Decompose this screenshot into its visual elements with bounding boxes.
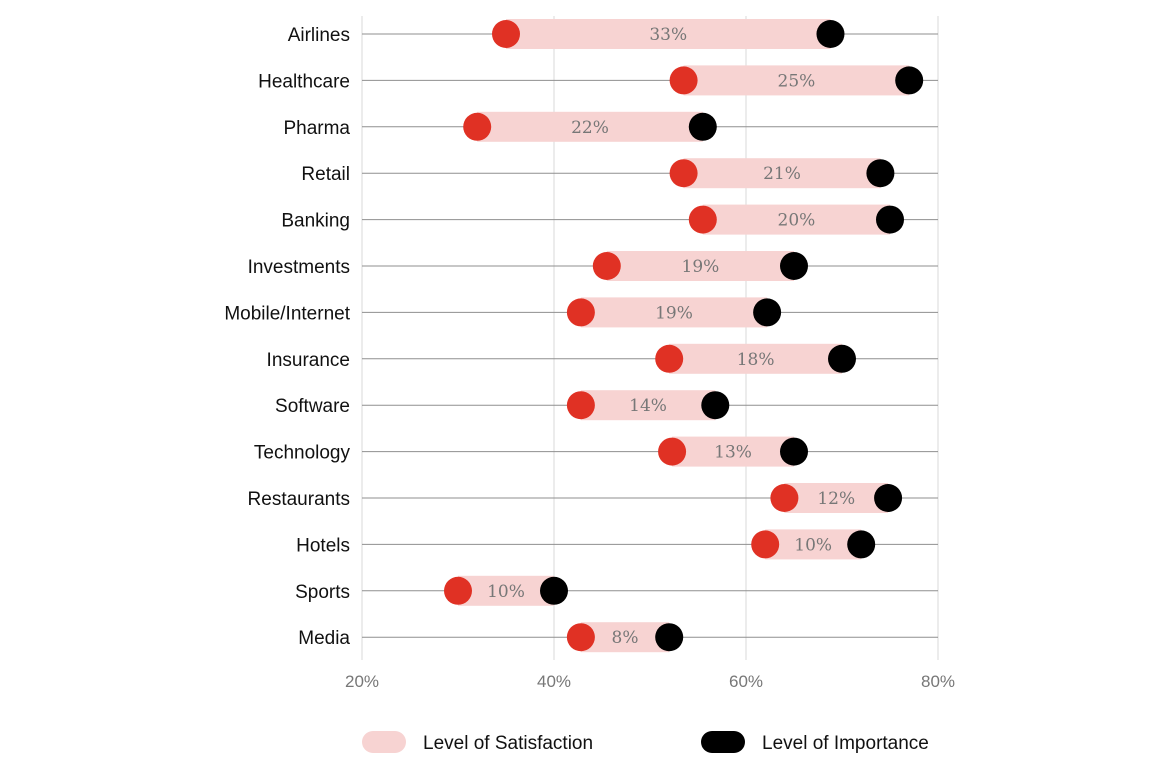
- gap-band: [477, 111, 703, 142]
- importance-dot: [540, 576, 568, 605]
- gap-label: 10%: [794, 535, 832, 555]
- importance-dot: [753, 298, 782, 327]
- gap-band: [702, 204, 890, 235]
- gap-band: [606, 251, 794, 281]
- importance-dot: [866, 159, 895, 188]
- category-label: Media: [298, 628, 350, 649]
- satisfaction-dot: [463, 112, 492, 141]
- x-tick-label: 80%: [921, 672, 955, 691]
- category-label: Investments: [248, 257, 350, 278]
- satisfaction-dot: [658, 437, 687, 466]
- category-label: Airlines: [288, 25, 350, 46]
- gap-band: [506, 19, 831, 49]
- gap-label: 19%: [655, 303, 693, 323]
- gap-band: [580, 622, 670, 653]
- satisfaction-dot: [751, 530, 780, 559]
- satisfaction-dot: [770, 484, 799, 512]
- category-label: Retail: [301, 164, 350, 185]
- legend-swatch: [701, 731, 745, 753]
- gap-label: 12%: [817, 489, 855, 509]
- gap-label: 20%: [778, 211, 816, 231]
- gap-band: [765, 529, 862, 560]
- gap-band: [580, 390, 716, 421]
- importance-dot: [688, 112, 717, 141]
- category-label: Healthcare: [258, 71, 350, 92]
- gap-band: [784, 483, 889, 513]
- category-label: Banking: [281, 211, 350, 232]
- category-label: Pharma: [283, 118, 350, 139]
- gap-label: 10%: [487, 582, 525, 602]
- legend-swatch: [362, 731, 406, 753]
- importance-dot: [874, 484, 903, 512]
- satisfaction-dot: [566, 298, 595, 327]
- satisfaction-dot: [444, 576, 472, 605]
- gap-label: 13%: [714, 443, 752, 463]
- legend: Level of Satisfaction Level of Importance: [362, 731, 929, 754]
- satisfaction-dot: [655, 344, 684, 373]
- satisfaction-dot: [688, 205, 717, 234]
- importance-dot: [655, 623, 684, 652]
- satisfaction-dot: [566, 623, 595, 652]
- legend-label: Level of Importance: [762, 733, 929, 754]
- gap-label: 33%: [649, 25, 687, 45]
- satisfaction-dot: [669, 66, 698, 95]
- category-label: Software: [275, 396, 350, 417]
- importance-dot: [828, 344, 856, 373]
- x-tick-label: 20%: [345, 672, 379, 691]
- category-label: Hotels: [296, 535, 350, 556]
- importance-dot: [816, 20, 845, 48]
- importance-dot: [701, 391, 730, 420]
- gap-label: 18%: [737, 350, 775, 370]
- category-label: Restaurants: [248, 489, 350, 510]
- x-tick-label: 40%: [537, 672, 571, 691]
- category-label: Insurance: [267, 350, 350, 371]
- x-tick-label: 60%: [729, 672, 763, 691]
- gap-band: [683, 158, 881, 189]
- gap-label: 22%: [571, 118, 609, 138]
- importance-dot: [780, 437, 808, 466]
- gap-band: [683, 65, 910, 96]
- gap-label: 19%: [682, 257, 720, 277]
- gap-label: 21%: [763, 164, 801, 184]
- satisfaction-dot: [492, 20, 520, 48]
- band-layer: [458, 19, 910, 653]
- category-label: Sports: [295, 582, 350, 603]
- satisfaction-dot: [592, 252, 621, 280]
- label-layer: 20% 40% 60% 80% Airlines 33% Healthcare 25% Phar…: [224, 25, 955, 691]
- gap-band: [580, 297, 768, 328]
- importance-dot: [876, 205, 904, 234]
- gap-band: [672, 436, 794, 467]
- importance-dot: [847, 530, 876, 559]
- gap-label: 25%: [778, 71, 816, 91]
- legend-label: Level of Satisfaction: [423, 733, 593, 754]
- gap-label: 8%: [612, 628, 639, 648]
- importance-dot: [780, 252, 808, 280]
- gap-band: [458, 575, 554, 606]
- satisfaction-dot: [566, 391, 595, 420]
- category-label: Mobile/Internet: [224, 303, 350, 324]
- importance-dot: [895, 66, 924, 95]
- gap-band: [669, 343, 842, 374]
- satisfaction-dot: [669, 159, 698, 188]
- category-label: Technology: [254, 443, 351, 464]
- dot-layer: [444, 20, 924, 652]
- gap-label: 14%: [629, 396, 667, 416]
